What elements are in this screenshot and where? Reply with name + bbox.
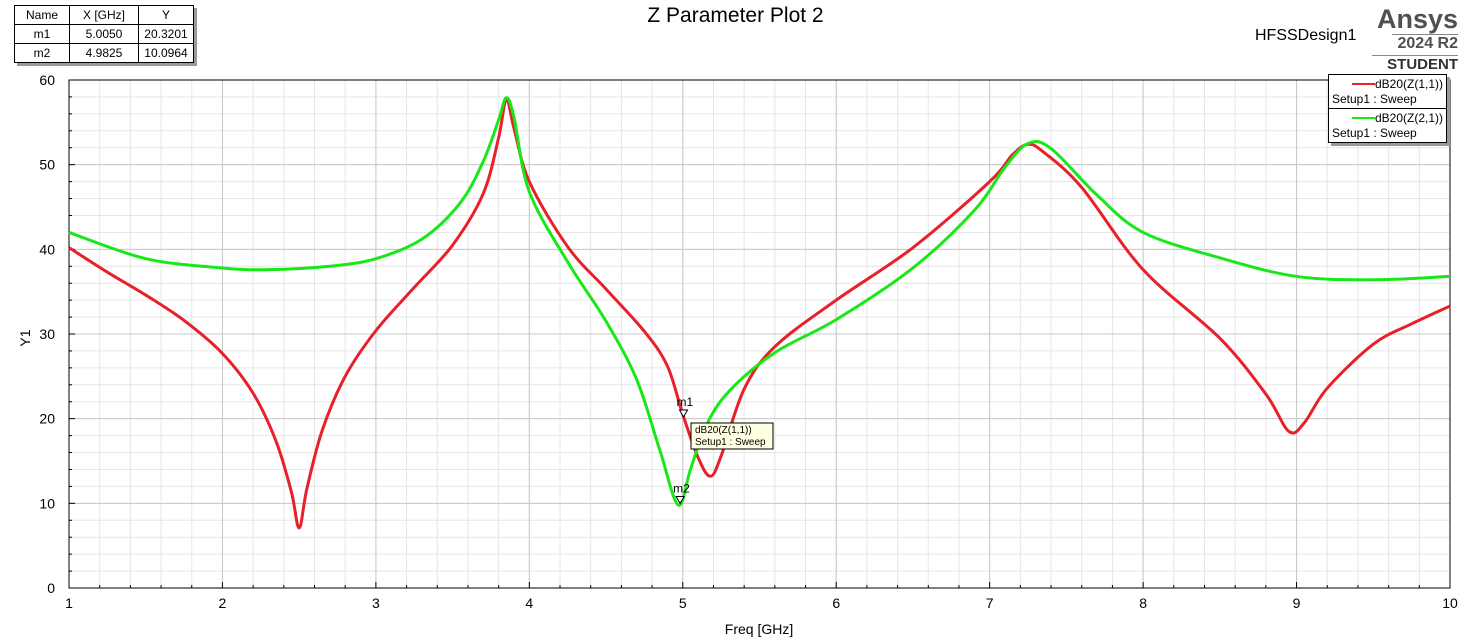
brand-name: Ansys [1376, 4, 1458, 34]
legend-swatch-green [1352, 117, 1375, 119]
x-axis-label: Freq [GHz] [725, 621, 793, 637]
x-tick-label: 8 [1139, 595, 1147, 611]
marker-table-header: Name X [GHz] Y [14, 5, 194, 25]
x-tick-label: 7 [986, 595, 994, 611]
header-y: Y [138, 5, 194, 25]
y-tick-label: 20 [39, 411, 55, 427]
marker-tooltip: dB20(Z(1,1)) Setup1 : Sweep [690, 422, 774, 450]
marker-m1-label: m1 [677, 395, 694, 409]
x-tick-label: 1 [65, 595, 73, 611]
marker-row-m2: m2 4.9825 10.0964 [14, 43, 194, 63]
legend-setup-label: Setup1 : Sweep [1332, 126, 1417, 140]
tooltip-setup: Setup1 : Sweep [695, 437, 766, 448]
trace-z21-line[interactable] [68, 96, 1451, 507]
y-tick-label: 60 [39, 72, 55, 88]
y-tick-label: 50 [39, 157, 55, 173]
marker-name: m2 [14, 43, 70, 63]
header-name: Name [14, 5, 70, 25]
legend-entry-z21[interactable]: dB20(Z(2,1)) Setup1 : Sweep [1329, 108, 1446, 142]
design-name: HFSSDesign1 [1255, 27, 1357, 44]
marker-y: 10.0964 [138, 43, 194, 63]
legend-entry-z11[interactable]: dB20(Z(1,1)) Setup1 : Sweep [1329, 75, 1446, 108]
marker-m1-triangle[interactable] [678, 409, 689, 418]
x-tick-label: 10 [1442, 595, 1458, 611]
y-axis-label: Y1 [17, 329, 33, 346]
ansys-logo: Ansys 2024 R2 STUDENT [1372, 4, 1458, 74]
marker-x: 4.9825 [69, 43, 139, 63]
legend-swatch-red [1352, 83, 1375, 85]
marker-row-m1: m1 5.0050 20.3201 [14, 24, 194, 44]
legend-trace-label: dB20(Z(2,1)) [1374, 111, 1443, 125]
marker-y: 20.3201 [138, 24, 194, 44]
tick-labels: 1 2 3 4 5 6 7 8 9 10 0 10 20 30 40 50 60 [39, 72, 1458, 611]
legend[interactable]: dB20(Z(1,1)) Setup1 : Sweep dB20(Z(2,1))… [1328, 74, 1447, 143]
marker-x: 5.0050 [69, 24, 139, 44]
x-tick-label: 2 [219, 595, 227, 611]
marker-m2-label: m2 [673, 482, 690, 496]
brand-edition: STUDENT [1372, 55, 1458, 74]
x-tick-label: 6 [832, 595, 840, 611]
traces [68, 96, 1451, 530]
x-tick-label: 4 [525, 595, 533, 611]
tooltip-trace: dB20(Z(1,1)) [695, 425, 752, 436]
y-tick-label: 30 [39, 326, 55, 342]
chart-title: Z Parameter Plot 2 [647, 4, 824, 27]
y-tick-label: 40 [39, 241, 55, 257]
y-tick-label: 10 [39, 495, 55, 511]
y-tick-label: 0 [47, 580, 55, 596]
marker-name: m1 [14, 24, 70, 44]
x-tick-label: 5 [679, 595, 687, 611]
x-tick-label: 3 [372, 595, 380, 611]
legend-setup-label: Setup1 : Sweep [1332, 92, 1417, 106]
markers: m1 m2 [673, 395, 694, 505]
marker-m2-triangle[interactable] [675, 496, 685, 505]
trace-z11-line[interactable] [68, 97, 1451, 530]
x-tick-label: 9 [1293, 595, 1301, 611]
brand-version: 2024 R2 [1391, 34, 1458, 52]
grid [68, 79, 1451, 589]
legend-trace-label: dB20(Z(1,1)) [1374, 77, 1443, 91]
marker-table: Name X [GHz] Y m1 5.0050 20.3201 m2 4.98… [14, 5, 194, 63]
header-x: X [GHz] [69, 5, 139, 25]
